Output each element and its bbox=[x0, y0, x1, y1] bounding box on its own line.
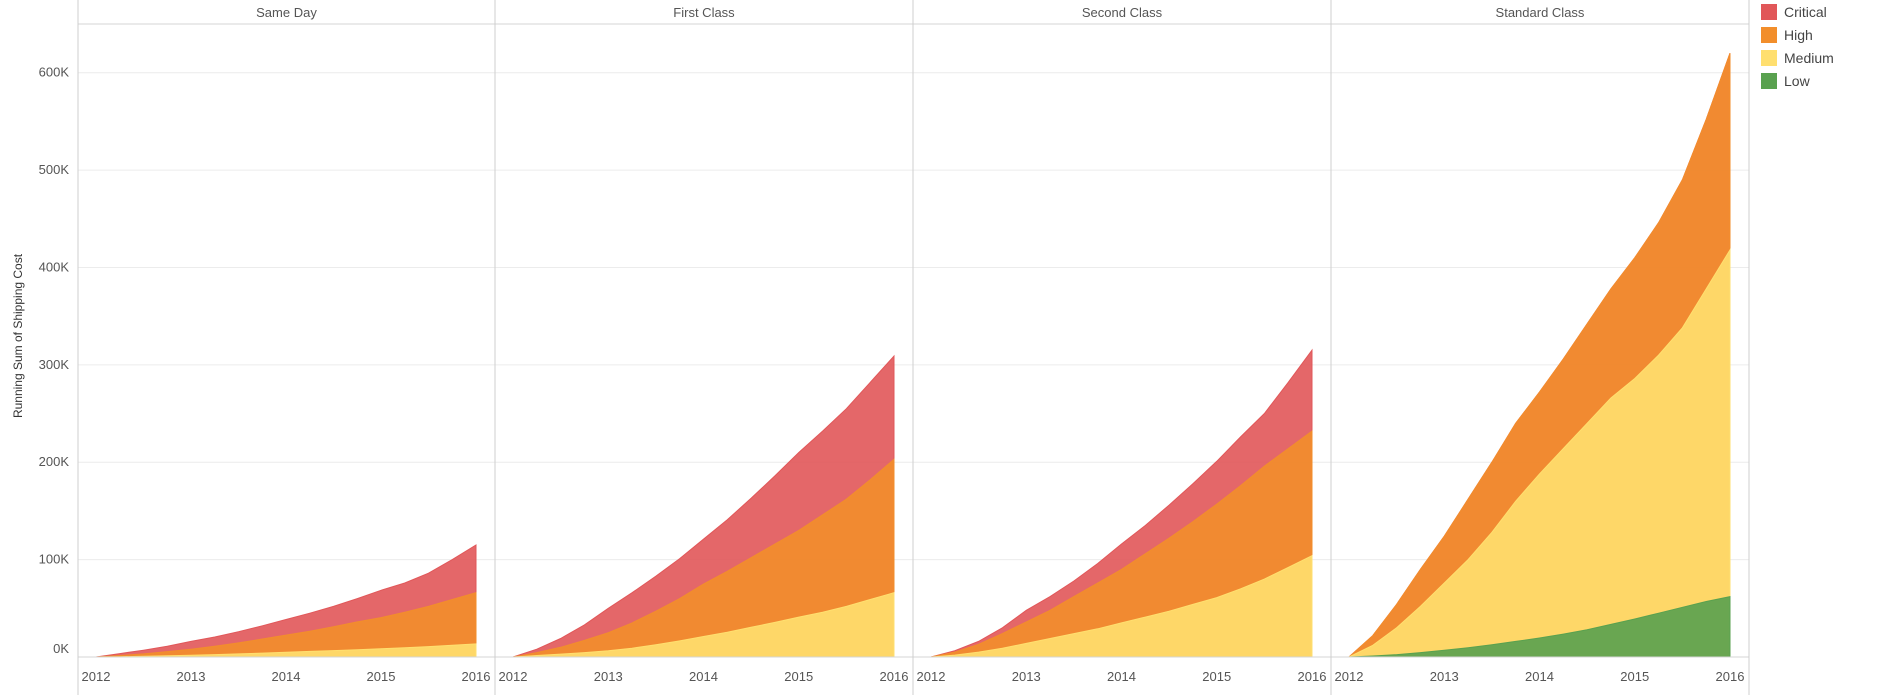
legend-label-low[interactable]: Low bbox=[1784, 73, 1811, 89]
y-tick-label-6: 600K bbox=[39, 65, 70, 80]
area-same-day-high bbox=[95, 592, 477, 658]
y-axis-title: Running Sum of Shipping Cost bbox=[11, 253, 25, 418]
x-tick-label-0-2: 2014 bbox=[272, 669, 301, 684]
panel-header-3: Standard Class bbox=[1496, 5, 1585, 20]
x-tick-label-1-3: 2015 bbox=[784, 669, 813, 684]
legend-swatch-critical[interactable] bbox=[1761, 4, 1777, 20]
y-tick-label-1: 100K bbox=[39, 552, 70, 567]
x-tick-label-3-0: 2012 bbox=[1335, 669, 1364, 684]
y-tick-label-4: 400K bbox=[39, 259, 70, 274]
legend-swatch-medium[interactable] bbox=[1761, 50, 1777, 66]
x-tick-label-2-3: 2015 bbox=[1202, 669, 1231, 684]
y-tick-label-0: 0K bbox=[53, 641, 69, 656]
x-tick-label-0-3: 2015 bbox=[367, 669, 396, 684]
legend-label-critical[interactable]: Critical bbox=[1784, 4, 1827, 20]
x-tick-label-2-0: 2012 bbox=[917, 669, 946, 684]
x-tick-label-2-4: 2016 bbox=[1298, 669, 1327, 684]
x-tick-label-3-4: 2016 bbox=[1716, 669, 1745, 684]
area-first-class-medium bbox=[512, 592, 895, 658]
x-tick-label-0-4: 2016 bbox=[462, 669, 491, 684]
legend-swatch-low[interactable] bbox=[1761, 73, 1777, 89]
y-tick-label-2: 200K bbox=[39, 454, 70, 469]
x-axis: 2012 2013 2014 2015 2016 2012 2013 2014 2015 2016… bbox=[82, 669, 1745, 684]
panel-headers: Same Day First Class Second Class Standard … bbox=[256, 5, 1585, 20]
panel-header-2: Second Class bbox=[1082, 5, 1163, 20]
x-tick-label-3-2: 2014 bbox=[1525, 669, 1554, 684]
panel-header-1: First Class bbox=[673, 5, 735, 20]
legend[interactable]: Critical High Medium Low bbox=[1761, 4, 1834, 89]
area-second-class-medium bbox=[930, 554, 1313, 658]
legend-label-medium[interactable]: Medium bbox=[1784, 50, 1834, 66]
area-standard-class-low bbox=[1348, 595, 1731, 658]
y-tick-label-5: 500K bbox=[39, 162, 70, 177]
x-tick-label-3-3: 2015 bbox=[1620, 669, 1649, 684]
area-first-class-high bbox=[512, 458, 895, 658]
area-standard-class-medium bbox=[1348, 248, 1731, 658]
x-tick-label-2-1: 2013 bbox=[1012, 669, 1041, 684]
x-tick-label-2-2: 2014 bbox=[1107, 669, 1136, 684]
panel-header-0: Same Day bbox=[256, 5, 317, 20]
legend-label-high[interactable]: High bbox=[1784, 27, 1813, 43]
x-tick-label-0-1: 2013 bbox=[177, 669, 206, 684]
x-tick-label-1-1: 2013 bbox=[594, 669, 623, 684]
y-tick-label-3: 300K bbox=[39, 357, 70, 372]
area-same-day-medium bbox=[95, 643, 477, 658]
x-tick-label-0-0: 2012 bbox=[82, 669, 111, 684]
area-series bbox=[95, 53, 1731, 658]
x-tick-label-1-2: 2014 bbox=[689, 669, 718, 684]
panel-frames bbox=[77, 0, 1750, 700]
x-tick-label-1-0: 2012 bbox=[499, 669, 528, 684]
y-axis: 0K 100K 200K 300K 400K 500K 600K bbox=[39, 65, 70, 656]
x-tick-label-1-4: 2016 bbox=[880, 669, 909, 684]
legend-swatch-high[interactable] bbox=[1761, 27, 1777, 43]
x-tick-label-3-1: 2013 bbox=[1430, 669, 1459, 684]
